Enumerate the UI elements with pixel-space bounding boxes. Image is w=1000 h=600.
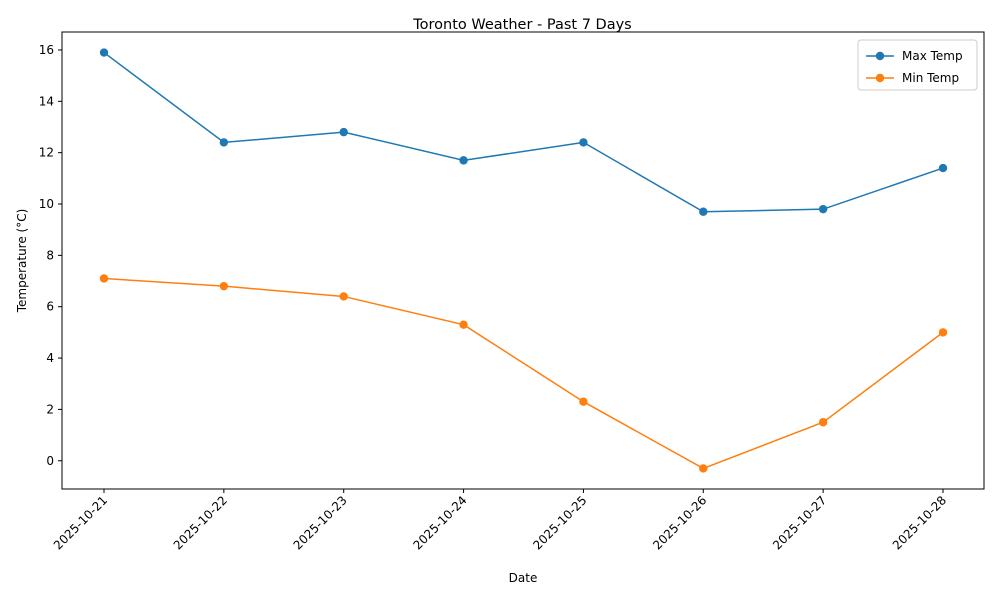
- data-point: [99, 274, 109, 283]
- legend-marker: [875, 73, 885, 83]
- series-min-temp: [99, 274, 948, 473]
- y-tick-label: 2: [46, 402, 54, 416]
- data-point: [938, 328, 948, 337]
- x-tick-label: 2025-10-21: [51, 493, 110, 552]
- x-tick-label: 2025-10-28: [890, 493, 949, 552]
- y-tick-label: 12: [39, 146, 54, 160]
- x-tick-label: 2025-10-22: [171, 493, 230, 552]
- data-point: [818, 418, 828, 427]
- data-point: [938, 163, 948, 173]
- data-point: [459, 320, 468, 329]
- series-line: [103, 277, 944, 470]
- y-tick-label: 10: [39, 197, 54, 211]
- x-axis-label: Date: [509, 571, 538, 585]
- series-line: [103, 51, 944, 213]
- y-tick-label: 14: [39, 94, 54, 108]
- data-point: [579, 138, 588, 147]
- y-tick-label: 6: [46, 300, 54, 314]
- legend-marker: [875, 51, 885, 61]
- data-point: [459, 156, 468, 165]
- data-point: [219, 138, 229, 147]
- y-tick-label: 4: [46, 351, 54, 365]
- series-max-temp: [99, 48, 948, 216]
- data-point: [699, 207, 708, 216]
- x-tick-label: 2025-10-26: [650, 493, 709, 552]
- series-layer: [99, 48, 948, 473]
- legend: Max Temp Min Temp: [857, 39, 978, 91]
- data-point: [219, 281, 229, 291]
- y-tick-label: 16: [39, 43, 54, 57]
- legend-label: Max Temp: [902, 49, 963, 63]
- data-point: [339, 127, 348, 137]
- data-point: [579, 397, 588, 406]
- y-tick-label: 0: [46, 454, 54, 468]
- legend-label: Min Temp: [902, 71, 959, 85]
- data-point: [818, 204, 828, 214]
- x-tick-label: 2025-10-23: [291, 493, 350, 552]
- x-tick-label: 2025-10-25: [530, 493, 589, 552]
- data-point: [699, 464, 708, 473]
- x-axis: 2025-10-21 2025-10-22 2025-10-23 2025-10-24…: [51, 489, 949, 552]
- chart-title: Toronto Weather - Past 7 Days: [412, 17, 631, 33]
- y-tick-label: 8: [46, 248, 54, 262]
- x-tick-label: 2025-10-24: [410, 493, 469, 552]
- y-axis: 0 2 4 6 8 10 12 14 16: [39, 43, 62, 468]
- x-tick-label: 2025-10-27: [770, 493, 829, 552]
- data-point: [99, 48, 109, 57]
- data-point: [339, 292, 348, 301]
- y-axis-label: Temperature (°C): [15, 209, 29, 314]
- plot-frame: [61, 31, 985, 490]
